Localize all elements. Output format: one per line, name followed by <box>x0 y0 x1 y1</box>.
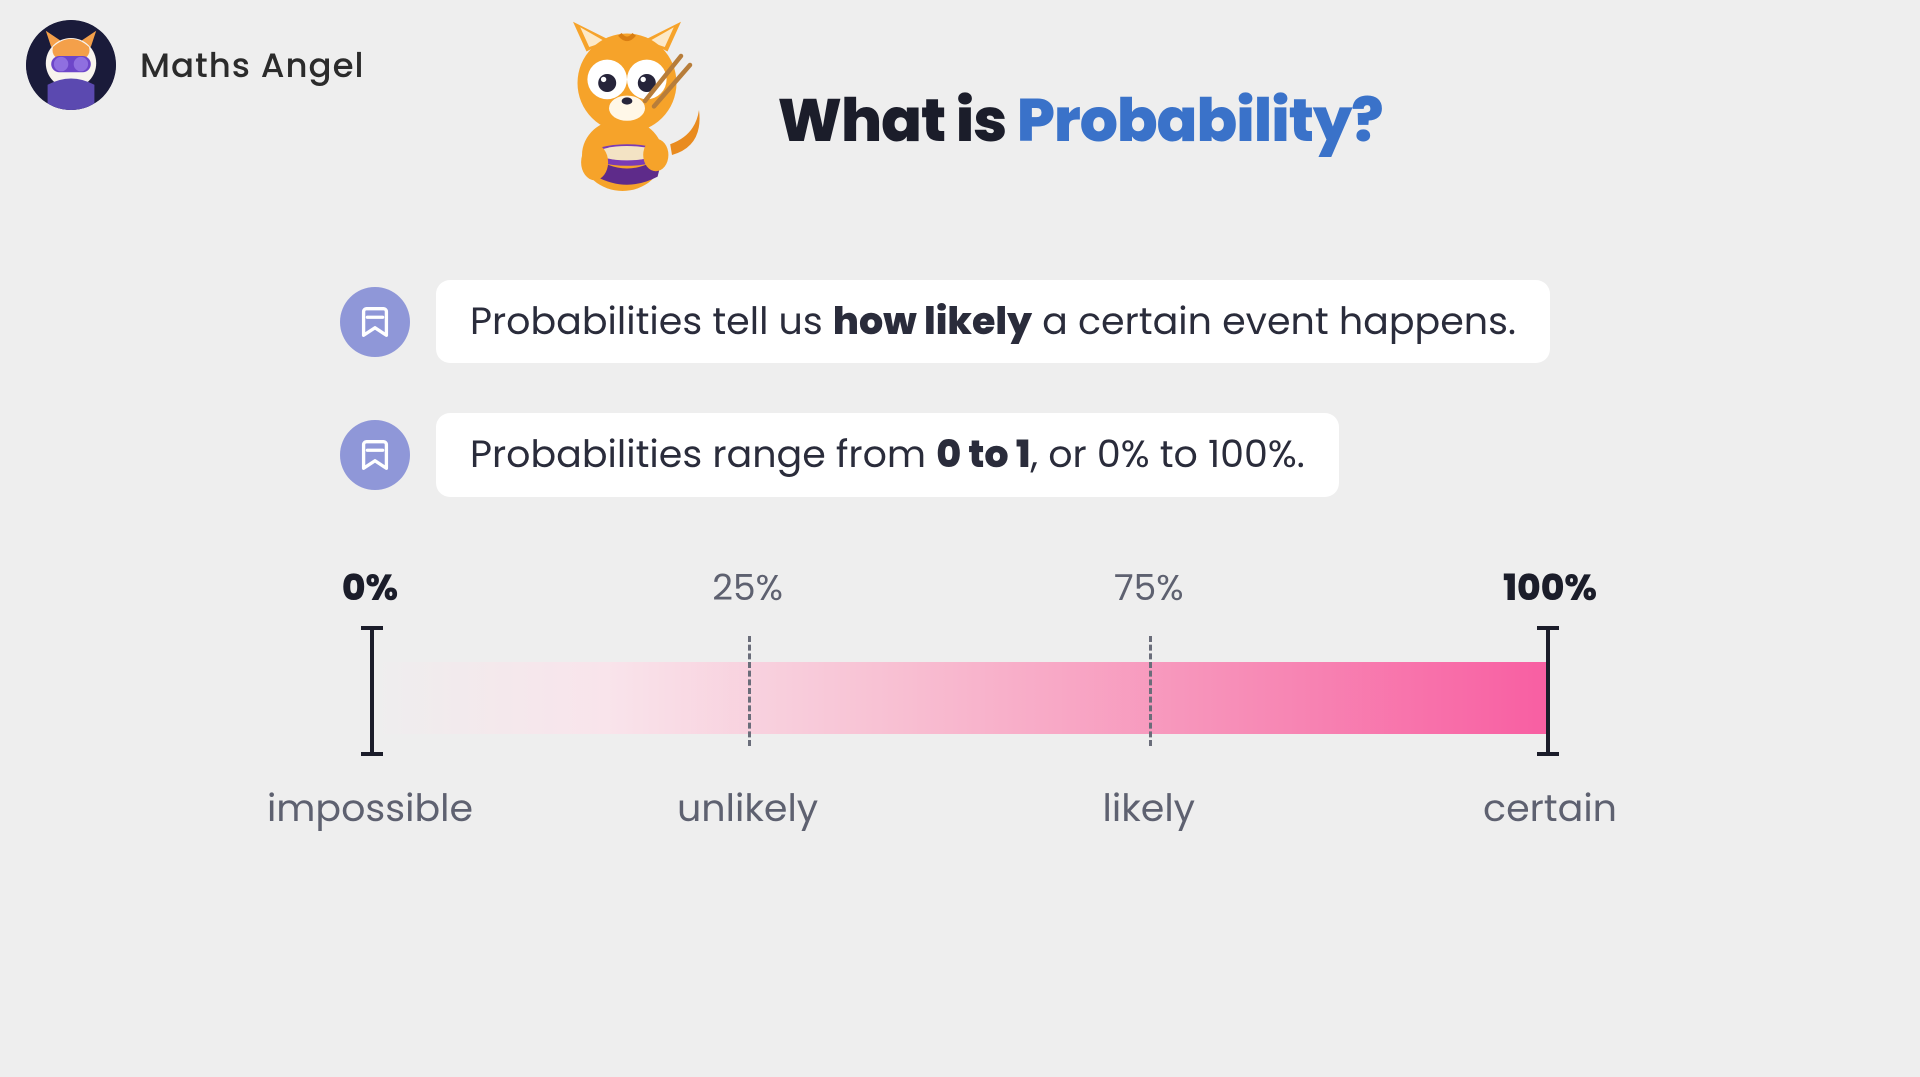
scale-mid-tick <box>748 636 751 746</box>
scale-bottom-label: impossible <box>267 780 473 837</box>
scale-mid-tick <box>1149 636 1152 746</box>
bookmark-icon <box>340 287 410 357</box>
page-title: What is Probability? <box>777 75 1382 165</box>
bullet-list: Probabilities tell us how likely a certa… <box>340 280 1580 497</box>
scale-bar-zone <box>370 626 1550 766</box>
scale-bar <box>370 662 1550 734</box>
title-highlight: Probability? <box>1017 78 1383 162</box>
bookmark-icon <box>340 420 410 490</box>
bullet-item: Probabilities range from 0 to 1, or 0% t… <box>340 413 1580 496</box>
scale-bottom-label: certain <box>1483 780 1617 837</box>
scale-top-label: 100% <box>1503 560 1597 615</box>
scale-end-tick <box>1546 626 1550 756</box>
header: What is Probability? <box>0 40 1920 200</box>
mascot-cat-icon <box>537 20 717 200</box>
scale-bottom-label: unlikely <box>677 780 818 837</box>
scale-bottom-labels: impossible unlikely likely certain <box>370 766 1550 826</box>
scale-top-label: 75% <box>1114 560 1184 615</box>
bullet-text: Probabilities range from 0 to 1, or 0% t… <box>436 413 1339 496</box>
bullet-text: Probabilities tell us how likely a certa… <box>436 280 1550 363</box>
bullet-item: Probabilities tell us how likely a certa… <box>340 280 1580 363</box>
scale-bottom-label: likely <box>1103 780 1196 837</box>
scale-end-tick <box>370 626 374 756</box>
scale-top-label: 25% <box>712 560 783 615</box>
scale-top-labels: 0% 25% 75% 100% <box>370 560 1550 620</box>
title-prefix: What is <box>777 78 1016 162</box>
scale-top-label: 0% <box>342 560 398 615</box>
probability-scale: 0% 25% 75% 100% impossible unlikely like… <box>370 560 1550 826</box>
